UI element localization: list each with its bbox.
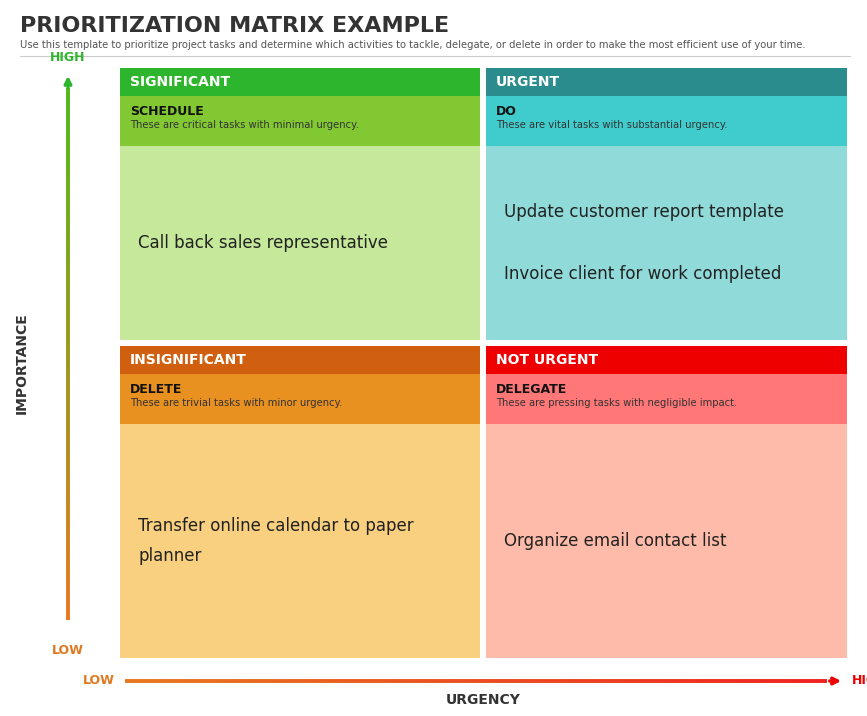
Bar (120, 96, 480, 146)
Text: Organize email contact list: Organize email contact list (504, 532, 727, 550)
Text: PRIORITIZATION MATRIX EXAMPLE: PRIORITIZATION MATRIX EXAMPLE (20, 16, 449, 36)
Text: Update customer report template

Invoice client for work completed: Update customer report template Invoice … (504, 203, 784, 283)
Text: URGENT: URGENT (496, 75, 560, 89)
Text: Transfer online calendar to paper
planner: Transfer online calendar to paper planne… (138, 517, 414, 566)
Text: NOT URGENT: NOT URGENT (496, 353, 598, 367)
Text: Call back sales representative: Call back sales representative (138, 234, 388, 252)
Text: INSIGNIFICANT: INSIGNIFICANT (130, 353, 247, 367)
Bar (120, 146, 480, 340)
Bar (120, 374, 480, 424)
Bar (120, 346, 480, 374)
Text: LOW: LOW (83, 674, 115, 687)
Text: These are trivial tasks with minor urgency.: These are trivial tasks with minor urgen… (130, 398, 342, 408)
Bar (486, 374, 847, 424)
Text: SIGNIFICANT: SIGNIFICANT (130, 75, 230, 89)
Text: DELETE: DELETE (130, 383, 182, 396)
Text: These are pressing tasks with negligible impact.: These are pressing tasks with negligible… (496, 398, 737, 408)
Text: These are vital tasks with substantial urgency.: These are vital tasks with substantial u… (496, 120, 727, 130)
Text: HIGH: HIGH (50, 51, 86, 64)
Bar (486, 96, 847, 146)
Bar (120, 68, 480, 96)
Text: Use this template to prioritize project tasks and determine which activities to : Use this template to prioritize project … (20, 40, 805, 50)
Text: DO: DO (496, 105, 517, 118)
Bar (486, 68, 847, 96)
Text: HIGH: HIGH (852, 674, 867, 687)
Text: SCHEDULE: SCHEDULE (130, 105, 204, 118)
Bar (120, 424, 480, 658)
Bar (486, 424, 847, 658)
Text: LOW: LOW (52, 644, 84, 657)
Text: URGENCY: URGENCY (446, 693, 521, 707)
Text: DELEGATE: DELEGATE (496, 383, 567, 396)
Text: IMPORTANCE: IMPORTANCE (15, 312, 29, 414)
Text: These are critical tasks with minimal urgency.: These are critical tasks with minimal ur… (130, 120, 359, 130)
Bar (486, 146, 847, 340)
Bar (486, 346, 847, 374)
